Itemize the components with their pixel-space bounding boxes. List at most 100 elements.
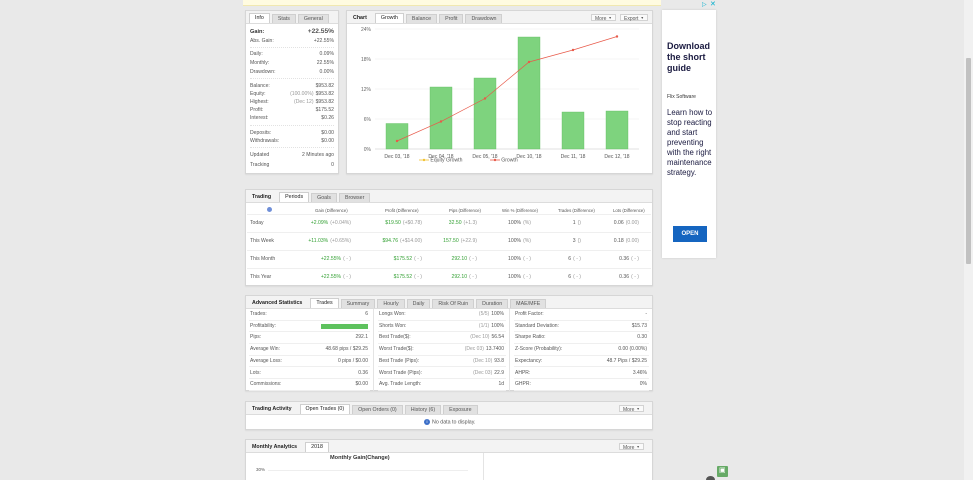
stat-value: 6 bbox=[365, 309, 368, 321]
drawdown-row: Drawdown: 0.00% bbox=[250, 69, 334, 75]
info-tabbar: Info Stats General bbox=[246, 11, 338, 24]
stat-number: 48.7 Pips / $29.25 bbox=[606, 357, 647, 364]
chart-export-button[interactable]: Export ▼ bbox=[620, 14, 648, 22]
tab-risk-of-ruin[interactable]: Risk Of Ruin bbox=[432, 299, 475, 308]
tab-info[interactable]: Info bbox=[249, 13, 270, 23]
tab-goals[interactable]: Goals bbox=[311, 193, 337, 202]
deposits-row: Deposits: $0.00 bbox=[250, 130, 334, 136]
adchoices-icon[interactable]: ▷ bbox=[702, 2, 707, 8]
x-tick-label: Dec 04, '18 bbox=[428, 154, 453, 160]
stat-label: Pips: bbox=[250, 334, 262, 341]
period-cell: 292.10( - ) bbox=[451, 274, 477, 280]
stat-label: Profitability: bbox=[250, 322, 276, 329]
trading-activity-panel: Trading Activity Open Trades (0) Open Or… bbox=[245, 401, 653, 430]
tab-balance[interactable]: Balance bbox=[405, 14, 438, 23]
cell-difference: ( - ) bbox=[414, 256, 422, 262]
growth-point bbox=[395, 139, 399, 143]
stat-value: $0.00 bbox=[355, 379, 368, 391]
stat-value: 0 pips / $0.00 bbox=[338, 356, 368, 368]
scrollbar-thumb[interactable] bbox=[966, 58, 971, 264]
tab-profit[interactable]: Profit bbox=[439, 14, 464, 23]
stat-value: 48.7 Pips / $29.25 bbox=[607, 356, 647, 368]
th-gain: Gain (Difference) bbox=[315, 208, 348, 213]
stat-row: GHPR: 0% bbox=[514, 379, 649, 391]
tab-mae-mfe[interactable]: MAE/MFE bbox=[510, 299, 547, 308]
tab-hourly[interactable]: Hourly bbox=[377, 299, 405, 308]
stat-number: $15.73 bbox=[631, 322, 647, 329]
cell-value: 157.50 bbox=[443, 238, 459, 244]
gain-value: +22.55% bbox=[307, 28, 334, 35]
equity-growth-bar bbox=[473, 77, 497, 150]
ad-sponsor[interactable]: Flix Software bbox=[667, 94, 696, 100]
x-tick-label: Dec 03, '18 bbox=[384, 154, 409, 160]
tab-duration[interactable]: Duration bbox=[476, 299, 509, 308]
chevron-down-icon: ▼ bbox=[640, 16, 644, 20]
stat-row: Profitability: bbox=[249, 321, 370, 333]
tab-drawdown[interactable]: Drawdown bbox=[465, 14, 503, 23]
tab-daily[interactable]: Daily bbox=[406, 299, 431, 308]
activity-tabbar: Trading Activity Open Trades (0) Open Or… bbox=[246, 402, 652, 415]
tab-periods[interactable]: Periods bbox=[279, 192, 310, 202]
stat-value: $15.73 bbox=[632, 321, 647, 333]
period-cell: +2.09% (+0.04%) bbox=[311, 220, 351, 226]
tab-monthly-analytics[interactable]: Monthly Analytics bbox=[252, 444, 298, 450]
close-icon[interactable]: ✕ bbox=[710, 1, 716, 8]
period-cell: 0.36( - ) bbox=[619, 274, 639, 280]
stat-value: 0.36 bbox=[358, 368, 368, 380]
period-cell: 0.18 (0.00) bbox=[614, 238, 639, 244]
growth-point bbox=[483, 97, 487, 100]
tab-advanced-statistics[interactable]: Advanced Statistics bbox=[252, 300, 303, 306]
tab-trading-activity[interactable]: Trading Activity bbox=[252, 406, 292, 412]
stat-row: Worst Trade($): (Dec 03) 13.7400 bbox=[378, 344, 506, 356]
stat-label: Shorts Won: bbox=[379, 322, 407, 329]
chart-tabbar: Chart Growth Balance Profit Drawdown bbox=[347, 11, 652, 24]
cell-difference: () bbox=[577, 238, 581, 244]
period-label: This Week bbox=[250, 238, 274, 244]
cell-difference: ( - ) bbox=[469, 256, 477, 262]
tab-open-orders[interactable]: Open Orders (0) bbox=[352, 405, 403, 414]
cell-value: 0.36 bbox=[619, 256, 630, 262]
tab-trading[interactable]: Trading bbox=[252, 194, 272, 200]
chart-legend: Equity Growth Growth bbox=[419, 157, 518, 163]
chart-more-button[interactable]: More ▼ bbox=[591, 14, 616, 22]
stat-number: 100% bbox=[491, 311, 504, 317]
tab-history[interactable]: History (6) bbox=[404, 405, 442, 414]
ad-body[interactable]: Learn how to stop reacting and start pre… bbox=[667, 108, 713, 177]
stat-label: Profit Factor: bbox=[515, 311, 544, 317]
cell-value: 100% bbox=[508, 238, 522, 244]
cell-difference: (+1.3) bbox=[463, 220, 477, 226]
page-scrollbar[interactable] bbox=[964, 0, 973, 480]
scroll-to-top-button[interactable] bbox=[706, 476, 715, 480]
ad-open-button[interactable]: OPEN bbox=[673, 226, 707, 242]
period-cell: +11.03% (+0.65%) bbox=[308, 238, 351, 244]
cell-difference: ( - ) bbox=[523, 256, 531, 262]
ad-headline[interactable]: Download the short guide bbox=[667, 41, 710, 73]
trading-panel: Trading Periods Goals Browser Gain (Diff… bbox=[245, 189, 653, 286]
x-tick-label: Dec 12, '18 bbox=[604, 154, 629, 160]
tab-open-trades[interactable]: Open Trades (0) bbox=[299, 404, 351, 414]
period-cell: 3() bbox=[573, 238, 581, 244]
tab-exposure[interactable]: Exposure bbox=[443, 405, 478, 414]
cell-value: $175.52 bbox=[393, 274, 413, 280]
updated-row: Updated 2 Minutes ago bbox=[250, 152, 334, 158]
tab-growth[interactable]: Growth bbox=[374, 13, 404, 23]
tab-general[interactable]: General bbox=[297, 14, 329, 23]
stat-number: 292.1 bbox=[355, 334, 368, 341]
info-icon[interactable] bbox=[267, 207, 272, 212]
cell-difference: ( - ) bbox=[573, 274, 581, 280]
feedback-button[interactable] bbox=[717, 466, 728, 477]
tab-stats[interactable]: Stats bbox=[271, 14, 296, 23]
ad-panel[interactable]: Download the short guide Flix Software L… bbox=[662, 10, 716, 258]
activity-more-button[interactable]: More ▼ bbox=[619, 405, 644, 413]
monthly-more-button[interactable]: More ▼ bbox=[619, 443, 644, 451]
tab-year-2018[interactable]: 2018 bbox=[305, 442, 329, 452]
stat-value: 0.30 bbox=[637, 332, 647, 344]
tab-browser[interactable]: Browser bbox=[338, 193, 371, 202]
tab-trades[interactable]: Trades bbox=[310, 298, 339, 308]
stat-row: Avg. Trade Length: 1d bbox=[378, 379, 506, 391]
stat-number: 22.9 bbox=[494, 369, 504, 376]
y-tick-label: 18% bbox=[361, 57, 372, 63]
tab-summary[interactable]: Summary bbox=[340, 299, 376, 308]
tab-chart[interactable]: Chart bbox=[353, 15, 367, 21]
profitability-bar bbox=[321, 323, 368, 329]
